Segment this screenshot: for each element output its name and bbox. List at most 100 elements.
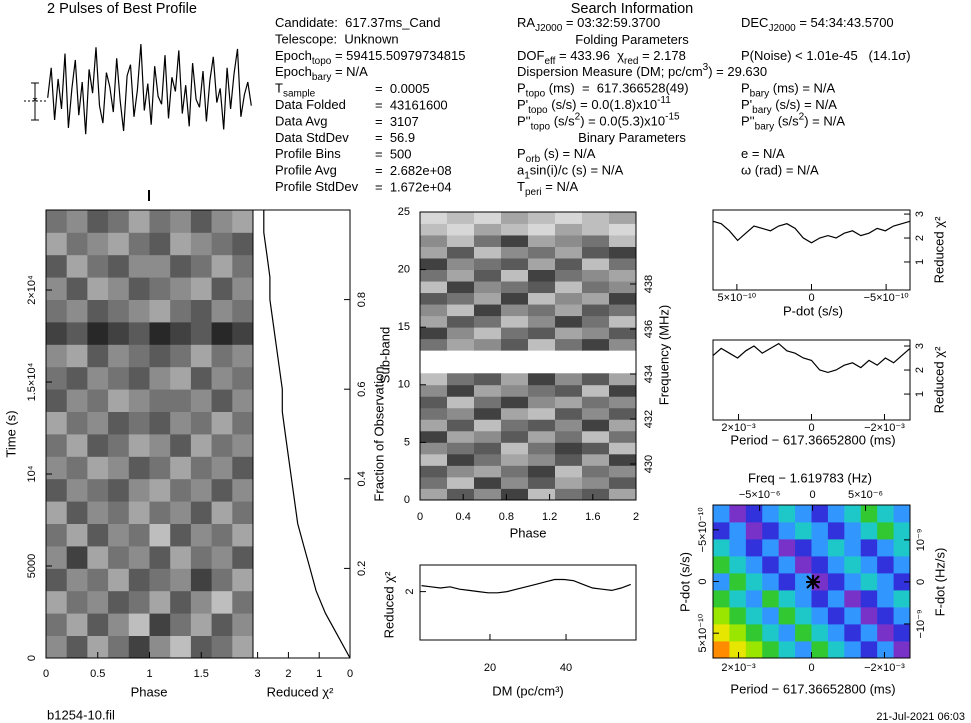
- heat-cell: [877, 522, 894, 540]
- heat-cell: [87, 366, 109, 390]
- heat-cell: [128, 546, 150, 569]
- heat-cell: [778, 505, 796, 523]
- x-axis-label: DM (pc/cm³): [492, 683, 564, 698]
- heat-cell: [474, 235, 502, 247]
- info-segment: Candidate: 617.37ms_Cand: [275, 15, 441, 30]
- info-text: Profile Bins: [275, 147, 341, 162]
- y2-axis-label: F-dot (Hz/s): [932, 548, 947, 617]
- heat-cell: [128, 478, 150, 502]
- heat-cell: [211, 546, 233, 569]
- heat-cell: [46, 277, 68, 300]
- y-tick-label: 434: [643, 365, 655, 383]
- info-segment: Dispersion Measure (DM; pc/cm: [517, 65, 703, 80]
- info-segment: P: [517, 147, 526, 162]
- heat-cell: [877, 607, 894, 625]
- heat-cell: [46, 613, 68, 636]
- heat-cell: [762, 539, 780, 557]
- y-tick-label: 0: [915, 579, 927, 585]
- profile-title: 2 Pulses of Best Profile: [47, 1, 197, 17]
- heat-cell: [87, 635, 109, 659]
- heat-cell: [149, 635, 171, 659]
- heat-cell: [474, 373, 502, 386]
- heat-cell: [501, 476, 529, 489]
- info-text: RAJ2000 = 03:32:59.3700: [517, 15, 660, 33]
- info-text: DOFeff = 433.96 χred = 2.178: [517, 48, 686, 66]
- info-segment: red: [624, 55, 638, 66]
- heat-cell: [211, 613, 233, 636]
- heat-cell: [778, 556, 796, 574]
- y-tick-label: 5: [404, 436, 410, 448]
- heat-cell: [190, 635, 212, 659]
- heat-cell: [582, 258, 610, 270]
- heat-cell: [46, 232, 68, 256]
- heat-cell: [501, 465, 529, 478]
- heat-cell: [190, 590, 212, 614]
- heat-cell: [128, 590, 150, 614]
- heat-cell: [190, 232, 212, 256]
- heat-cell: [420, 442, 448, 455]
- x-tick-label: 0.4: [456, 511, 471, 523]
- heat-cell: [170, 568, 192, 592]
- y-tick-label: 0.2: [356, 561, 368, 576]
- y-tick-label: 10⁴: [26, 465, 38, 482]
- heat-cell: [501, 419, 529, 432]
- heat-cell: [149, 456, 171, 480]
- section-heading: Binary Parameters: [578, 130, 686, 145]
- heat-cell: [555, 338, 583, 351]
- info-segment: P: [517, 81, 526, 96]
- heat-cell: [528, 223, 556, 236]
- panel-frame: [419, 211, 637, 501]
- heat-cell: [87, 344, 109, 368]
- best-marker: [806, 575, 820, 589]
- date: 21-Jul-2021 06:03: [876, 711, 965, 723]
- search-title: Search Information: [571, 1, 694, 17]
- y-tick-label: 0: [26, 655, 38, 661]
- heat-cell: [149, 613, 171, 636]
- heat-cell: [87, 434, 109, 457]
- heat-cell: [190, 277, 212, 300]
- heat-cell: [609, 327, 637, 340]
- heat-cell: [555, 384, 583, 397]
- heat-cell: [582, 269, 610, 282]
- info-segment: 3: [703, 62, 709, 73]
- heat-cell: [474, 407, 502, 420]
- info-text: Data Avg: [275, 114, 328, 129]
- heat-cell: [108, 568, 130, 592]
- heat-cell: [729, 573, 747, 591]
- heat-cell: [609, 384, 637, 397]
- heat-cell: [420, 488, 448, 501]
- heat-cell: [87, 501, 109, 524]
- heat-cell: [609, 476, 637, 489]
- x-axis-label: Period − 617.36652800 (ms): [730, 681, 895, 696]
- heat-cell: [420, 453, 448, 466]
- heat-cell: [582, 223, 610, 236]
- heat-cell: [108, 322, 130, 345]
- heat-cell: [795, 556, 812, 574]
- heat-cell: [860, 539, 878, 557]
- heat-cell: [66, 590, 88, 614]
- heat-cell: [211, 210, 233, 233]
- heat-cell: [170, 635, 192, 659]
- info-segment: peri: [525, 187, 542, 198]
- info-value: = 2.682e+08: [375, 163, 452, 178]
- heat-cell: [46, 366, 68, 390]
- heat-cell: [211, 277, 233, 300]
- heat-cell: [582, 304, 610, 317]
- info-text: Porb (s) = N/A: [517, 147, 596, 165]
- heat-cell: [211, 456, 233, 480]
- x-tick-label: −2×10⁻³: [864, 662, 905, 674]
- heat-cell: [420, 465, 448, 478]
- y-tick-label: 5×10⁻¹⁰: [697, 613, 709, 652]
- y-tick-label: −10⁻⁹: [915, 609, 927, 638]
- heat-cell: [762, 522, 780, 540]
- heat-cell: [474, 212, 502, 224]
- heat-cell: [582, 442, 610, 455]
- heat-cell: [66, 299, 88, 323]
- heat-cell: [745, 590, 763, 608]
- heat-cell: [211, 232, 233, 256]
- heat-cell: [609, 453, 637, 466]
- heat-cell: [501, 281, 529, 294]
- panel-frame: [419, 564, 637, 641]
- y-tick-label: 0.4: [356, 471, 368, 486]
- heat-cell: [128, 613, 150, 636]
